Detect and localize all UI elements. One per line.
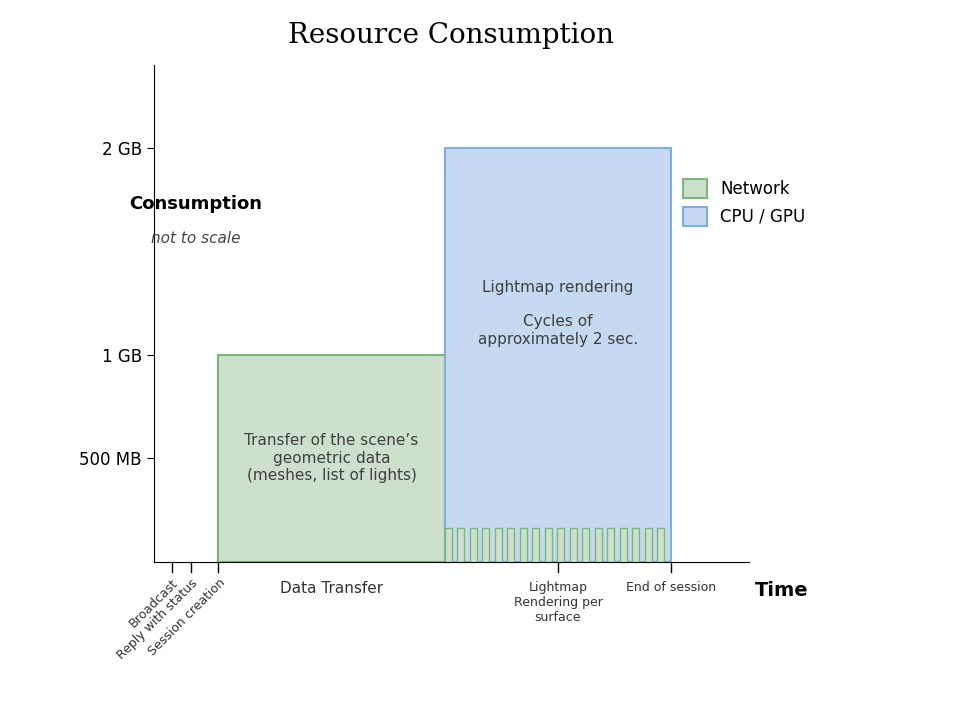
Text: Consumption: Consumption: [129, 195, 262, 213]
Bar: [595, 528, 602, 562]
Text: not to scale: not to scale: [151, 231, 240, 246]
Bar: [457, 528, 464, 562]
Bar: [608, 528, 614, 562]
Bar: [532, 528, 540, 562]
Bar: [469, 528, 476, 562]
Bar: [645, 528, 652, 562]
Bar: [570, 528, 577, 562]
Bar: [658, 528, 664, 562]
Text: Transfer of the scene’s
geometric data
(meshes, list of lights): Transfer of the scene’s geometric data (…: [245, 433, 419, 483]
Title: Resource Consumption: Resource Consumption: [288, 22, 614, 48]
Text: Session creation: Session creation: [146, 577, 228, 659]
Bar: [507, 528, 515, 562]
Text: Data Transfer: Data Transfer: [280, 582, 383, 596]
Bar: [633, 528, 639, 562]
Bar: [620, 528, 627, 562]
Text: Broadcast: Broadcast: [127, 577, 180, 630]
Bar: [544, 528, 552, 562]
Bar: [444, 528, 451, 562]
Text: Lightmap rendering

Cycles of
approximately 2 sec.: Lightmap rendering Cycles of approximate…: [478, 279, 638, 347]
Text: Lightmap
Rendering per
surface: Lightmap Rendering per surface: [514, 582, 602, 624]
Legend: Network, CPU / GPU: Network, CPU / GPU: [677, 173, 812, 233]
Bar: [583, 528, 589, 562]
Bar: [494, 528, 502, 562]
Bar: [444, 148, 671, 562]
Text: End of session: End of session: [626, 582, 716, 595]
Bar: [482, 528, 490, 562]
Text: Reply with status: Reply with status: [115, 577, 201, 662]
Bar: [558, 528, 564, 562]
Bar: [519, 528, 527, 562]
Bar: [218, 354, 444, 562]
Text: Time: Time: [755, 582, 808, 600]
